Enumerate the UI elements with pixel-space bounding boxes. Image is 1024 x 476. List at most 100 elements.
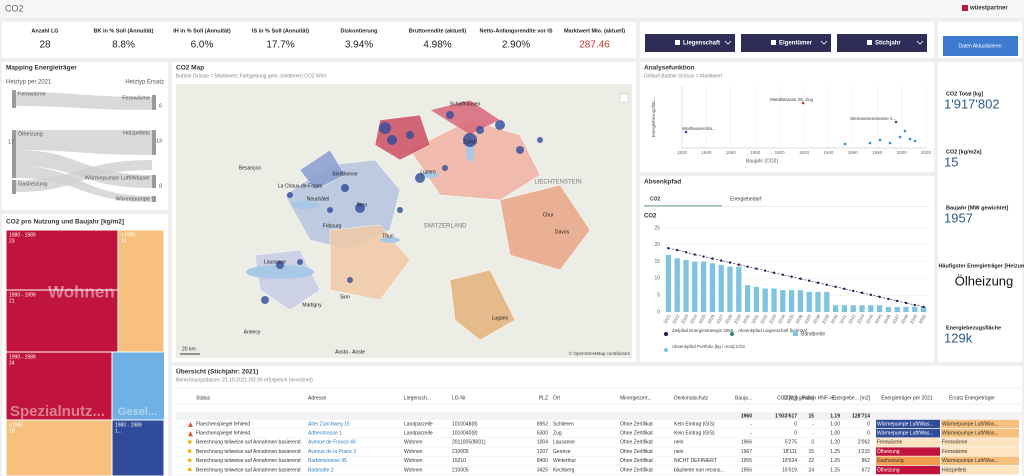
map-bubble (463, 133, 477, 147)
filter-label[interactable]: Eigentümer (779, 41, 813, 47)
table-cell: Ohne Zertifikat (620, 431, 653, 437)
kpi-card-panel (938, 62, 1022, 362)
column-header: Ort (553, 395, 561, 401)
treemap-cell-value: 18 (9, 428, 15, 434)
table-cell: Wohnen (404, 467, 423, 473)
legend-swatch (664, 332, 668, 336)
table-cell: 0 (794, 421, 797, 427)
sankey-node-value: 17 (8, 139, 14, 145)
table-cell[interactable]: Artherstrasse 1 (308, 431, 342, 437)
x-tick-label: 2042 (847, 313, 857, 325)
kpi-value: 17.7% (266, 40, 294, 51)
line-point (808, 279, 811, 282)
map-bubble (261, 296, 269, 304)
scatter-point (888, 141, 892, 145)
map-bubble (387, 135, 397, 145)
table-cell: Ölheizung (877, 466, 900, 473)
analysis-panel (640, 62, 934, 172)
energy-cell (941, 456, 1019, 465)
line-point (922, 305, 925, 309)
kpi-label: IS in % Soll (Annuität) (252, 28, 309, 34)
annotation: Weilhauserstra... (682, 126, 716, 131)
map-bubble (276, 261, 284, 269)
treemap-cell-label: <1980 (121, 232, 135, 238)
line-point (852, 289, 855, 293)
treemap-cell-value: 24 (9, 360, 15, 366)
energy-cell (876, 438, 940, 447)
treemap-cell-label: 1980 - 1989 (115, 422, 142, 428)
sankey-flow (16, 130, 152, 155)
table-cell: Ohne Zertifikat (620, 467, 653, 473)
panel-subtitle: Bubble Grösse = Marktwert; Farbgebung ge… (176, 73, 327, 79)
filter-label[interactable]: Stichjahr (875, 41, 901, 47)
table-cell: Wohnen (404, 458, 423, 464)
scatter-point (913, 139, 917, 143)
filter-dropdown[interactable] (837, 34, 927, 52)
energy-cell (941, 447, 1019, 456)
bar (780, 290, 786, 312)
table-cell[interactable]: Avenue de France 46 (308, 440, 356, 446)
table-cell: Lausanne (553, 440, 575, 446)
line-point (702, 255, 705, 258)
map-bubble (516, 146, 524, 154)
refresh-label[interactable]: Daten Aktualisieren (958, 43, 1001, 49)
panel-subtitle: Default Bubble Grösse = Marktwert (644, 73, 723, 79)
table-cell[interactable]: Barbletstrasse 95 (308, 458, 347, 464)
map-bubble (442, 165, 448, 171)
map-menu-button[interactable] (619, 93, 629, 103)
treemap-cell-value: 1... (115, 428, 122, 434)
filter-label[interactable]: Liegenschaft (683, 41, 720, 47)
y-tick-label: 0 (657, 309, 660, 315)
kpi-card-value: 1957 (944, 210, 973, 225)
map-region (499, 184, 591, 271)
x-tick-label: 2041 (838, 313, 848, 325)
table-cell: 1207 (537, 449, 548, 455)
logo: wüestpartner (969, 6, 1008, 12)
filter-dropdown[interactable] (645, 34, 735, 52)
sankey-node (152, 175, 156, 188)
sankey-node (152, 130, 156, 155)
x-tick-label: 2027 (715, 313, 725, 325)
table-cell: Flaechenspiegel fehlend (196, 431, 250, 437)
logo-mark (962, 5, 968, 11)
table-cell: 15 (808, 449, 814, 455)
line-point (728, 261, 732, 264)
table-cell[interactable]: Avenue de la Praire 3 (308, 449, 356, 455)
tab[interactable]: CO2 (650, 196, 661, 202)
lake (380, 237, 400, 243)
bar (674, 258, 680, 312)
kpi-value: 8.8% (112, 40, 135, 51)
page-title: CO2 (5, 3, 24, 13)
table-cell: Zug (553, 431, 562, 437)
scatter-point (843, 142, 847, 146)
filter-dropdown[interactable] (741, 34, 831, 52)
axis-label: Energiebezugsfläc... (651, 97, 656, 138)
column-header: CO2 [kg] (777, 395, 797, 401)
table-cell: Genève (553, 449, 571, 455)
table-cell: Wohnen (404, 440, 423, 446)
x-tick-label: 2049 (909, 313, 919, 325)
table-cell: 1.00 (830, 431, 840, 437)
panel-title: Übersicht (Stichjahr: 2021) (176, 367, 258, 376)
treemap-cell (5, 229, 119, 291)
bar (859, 305, 865, 312)
map-region (449, 269, 516, 341)
panel-title: Absenkpfad (644, 179, 681, 186)
sankey-flow (16, 166, 152, 202)
x-tick-label: 2022 (671, 313, 681, 325)
tab[interactable]: Energiebedarf (730, 196, 762, 202)
sankey-node-label: Ölheizung (18, 130, 43, 137)
x-tick-label: 2036 (794, 313, 804, 325)
table-cell[interactable]: Badmatte 2 (308, 467, 334, 473)
kpi-label: IH in % Soll (Annuität) (173, 28, 231, 34)
x-tick-label: 2033 (768, 313, 778, 325)
map-place: Lausanne (264, 259, 286, 265)
column-header: Faktor HNF->E... (802, 395, 840, 401)
y-tick-label: 10 (654, 276, 660, 282)
table-cell[interactable]: Alter Zürichweg 15 (308, 421, 350, 427)
total-cell: 15 (808, 413, 814, 419)
bar (850, 305, 856, 312)
y-tick-label: 5 (657, 293, 660, 299)
refresh-button[interactable] (943, 36, 1018, 56)
line-point (737, 263, 740, 266)
